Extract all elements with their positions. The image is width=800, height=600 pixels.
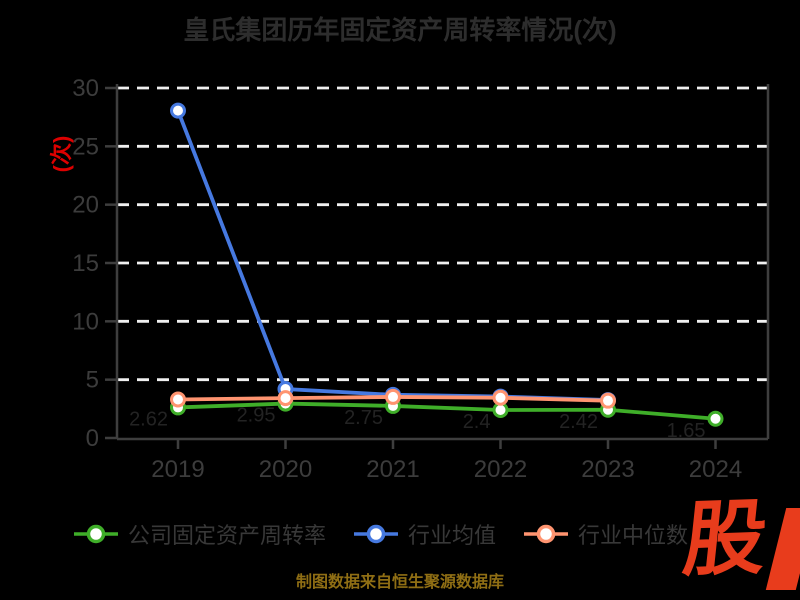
chart-title: 皇氏集团历年固定资产周转率情况(次) — [183, 15, 617, 45]
legend-marker-company-icon — [74, 524, 118, 544]
x-tick-label: 2022 — [474, 456, 527, 483]
legend: 公司固定资产周转率 行业均值 行业中位数 — [72, 518, 688, 550]
data-point-0-2024 — [707, 410, 724, 427]
point-label-0-2022: 2.4 — [463, 411, 491, 433]
data-point-2-2022 — [492, 389, 509, 406]
legend-label-industry-mean: 行业均值 — [408, 523, 497, 548]
y-tick-label: 0 — [86, 425, 99, 452]
y-tick-label: 30 — [72, 75, 99, 102]
y-tick-label: 10 — [72, 308, 99, 335]
point-label-0-2023: 2.42 — [559, 411, 598, 433]
data-source-caption: 制图数据来自恒生聚源数据库 — [295, 574, 504, 591]
legend-label-industry-median: 行业中位数 — [578, 523, 689, 548]
point-label-0-2019: 2.62 — [129, 408, 168, 430]
legend-item-industry-median: 行业中位数 — [522, 518, 688, 550]
legend-marker-industry-median-icon — [524, 524, 569, 544]
legend-item-company: 公司固定资产周转率 — [72, 518, 326, 550]
y-tick-label: 15 — [72, 250, 99, 277]
series-line-1 — [176, 108, 610, 402]
x-tick-label: 2023 — [581, 456, 634, 483]
x-tick-label: 2024 — [689, 456, 742, 483]
data-point-2-2023 — [600, 392, 616, 409]
data-point-2-2021 — [385, 388, 401, 405]
data-point-2-2020 — [277, 390, 294, 407]
x-tick-label: 2020 — [259, 456, 312, 483]
point-label-0-2024: 1.65 — [667, 420, 706, 442]
data-point-2-2019 — [170, 391, 186, 408]
x-tick-label: 2019 — [151, 456, 204, 483]
legend-label-company: 公司固定资产周转率 — [128, 523, 327, 548]
series-line-0 — [176, 401, 718, 421]
point-label-0-2020: 2.95 — [237, 405, 276, 427]
point-label-0-2021: 2.75 — [344, 407, 383, 429]
data-point-1-2019 — [170, 102, 186, 119]
y-tick-label: 5 — [86, 367, 99, 394]
y-tick-label: 20 — [72, 192, 99, 219]
x-tick-label: 2021 — [366, 456, 419, 483]
legend-item-industry-mean: 行业均值 — [352, 518, 496, 550]
y-tick-label: 25 — [72, 133, 99, 160]
legend-marker-industry-mean-icon — [354, 524, 399, 544]
